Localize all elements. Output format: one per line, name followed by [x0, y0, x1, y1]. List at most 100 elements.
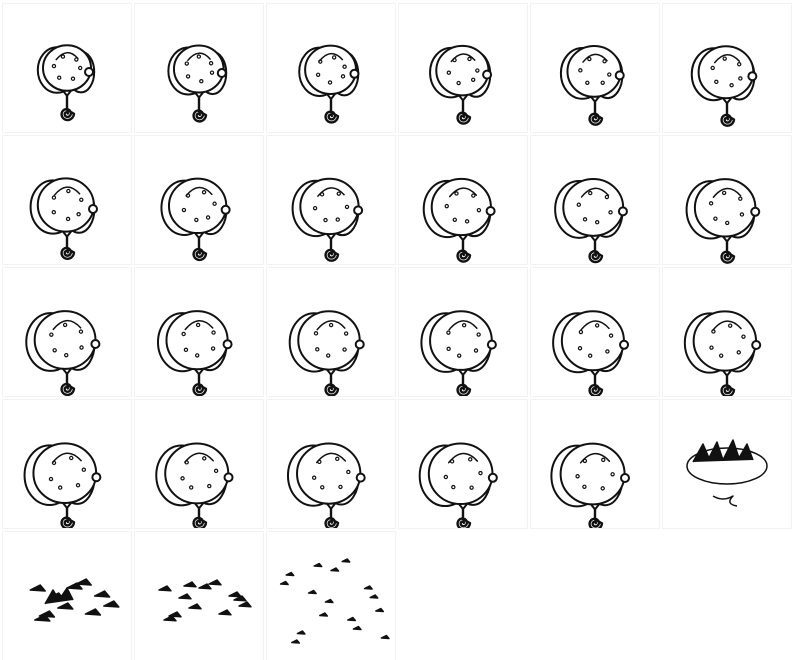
balloon-speckle [470, 77, 476, 82]
balloon-speckle [209, 70, 215, 75]
balloon-speckle [180, 476, 185, 481]
balloon-speckle [728, 323, 733, 328]
frame-art [422, 177, 496, 263]
balloon-speckle [718, 353, 724, 358]
balloon-eye [222, 339, 233, 350]
burst-fragment [198, 583, 212, 590]
balloon-speckle [608, 333, 614, 338]
balloon-speckle [608, 210, 613, 215]
balloon-speckle [594, 220, 600, 225]
burst-spikes [44, 587, 74, 605]
balloon-string [60, 94, 76, 122]
burst-fragment [75, 578, 92, 586]
balloon-speckle [181, 207, 187, 213]
balloon-frame [530, 135, 660, 265]
balloon-speckle [320, 485, 325, 490]
balloon-string [456, 99, 472, 125]
balloon-speckle [77, 65, 83, 71]
balloon-speckle [449, 459, 455, 464]
frame-art [158, 579, 252, 622]
balloon-frame [266, 267, 396, 397]
balloon-speckle [315, 347, 320, 352]
burst-fragment [296, 630, 306, 635]
balloon-speckle [729, 83, 734, 88]
balloon-eye [486, 339, 497, 350]
balloon-body [296, 442, 362, 505]
balloon-frame [134, 135, 264, 265]
balloon-speckle [335, 456, 340, 462]
balloon-body [559, 442, 626, 506]
balloon-speckle [446, 70, 452, 75]
balloon-eye [355, 472, 366, 483]
balloon-speckle [594, 323, 600, 328]
balloon-speckle [446, 346, 451, 352]
balloon-speckle [461, 322, 467, 328]
balloon-speckle [51, 460, 57, 466]
burst-fragment [380, 634, 390, 640]
balloon-frame [398, 267, 528, 397]
balloon-frame [266, 135, 396, 265]
balloon-speckle [582, 458, 588, 464]
balloon-speckle [451, 484, 456, 490]
burst-fragment [375, 607, 385, 613]
balloon-eye [747, 71, 758, 82]
balloon-speckle [588, 190, 593, 196]
burst-fragment [307, 589, 317, 595]
balloon-highlight [580, 187, 610, 198]
balloon-speckle [738, 196, 743, 201]
frame-art [559, 45, 625, 126]
burst-fragment [34, 614, 51, 622]
balloon-speckle [79, 345, 84, 350]
balloon-body [427, 442, 494, 506]
balloon-string [324, 373, 340, 396]
balloon-string [192, 373, 208, 396]
balloon-speckle [454, 191, 459, 196]
balloon-speckle [709, 345, 714, 350]
balloon-speckle [601, 457, 606, 463]
frame-art [288, 310, 365, 396]
balloon-highlight [448, 320, 478, 331]
balloon-string [456, 373, 472, 396]
balloon-speckle [189, 485, 194, 490]
balloon-highlight [184, 452, 214, 464]
balloon-speckle [48, 476, 54, 482]
balloon-eye [485, 206, 496, 216]
balloon-speckle [205, 215, 211, 220]
balloon-frame [662, 3, 792, 133]
balloon-highlight [53, 186, 81, 196]
frame-art [420, 310, 497, 396]
burst-fragment [93, 590, 111, 598]
balloon-string [324, 237, 340, 262]
burst-fragment [352, 625, 362, 631]
balloon-eye [620, 473, 630, 483]
balloon-speckle [51, 210, 57, 215]
frame-art [683, 310, 762, 396]
balloon-eye [354, 339, 365, 350]
balloon-eye [482, 69, 493, 80]
burst-fragment [341, 558, 351, 563]
balloon-frame [134, 3, 264, 133]
balloon-speckle [710, 65, 715, 71]
balloon-highlight [316, 320, 346, 331]
balloon-body [167, 177, 228, 235]
balloon-eye [617, 206, 628, 217]
balloon-eye [751, 340, 762, 350]
balloon-speckle [582, 217, 588, 222]
balloon-speckle [195, 353, 200, 358]
balloon-body [33, 310, 97, 370]
balloon-speckle [342, 64, 347, 69]
balloon-speckle [195, 322, 201, 328]
burst-fragment [228, 591, 242, 598]
balloon-speckle [464, 219, 470, 224]
balloon-speckle [65, 216, 71, 222]
balloon-speckle [181, 331, 186, 337]
balloon-speckle [344, 204, 350, 210]
burst-frame [2, 531, 132, 660]
burst-spikes [692, 439, 754, 463]
balloon-speckle [213, 468, 219, 474]
balloon-speckle [60, 54, 66, 59]
balloon-speckle [207, 483, 212, 489]
balloon-string [324, 97, 340, 124]
frame-art [29, 177, 98, 261]
balloon-speckle [471, 193, 476, 198]
